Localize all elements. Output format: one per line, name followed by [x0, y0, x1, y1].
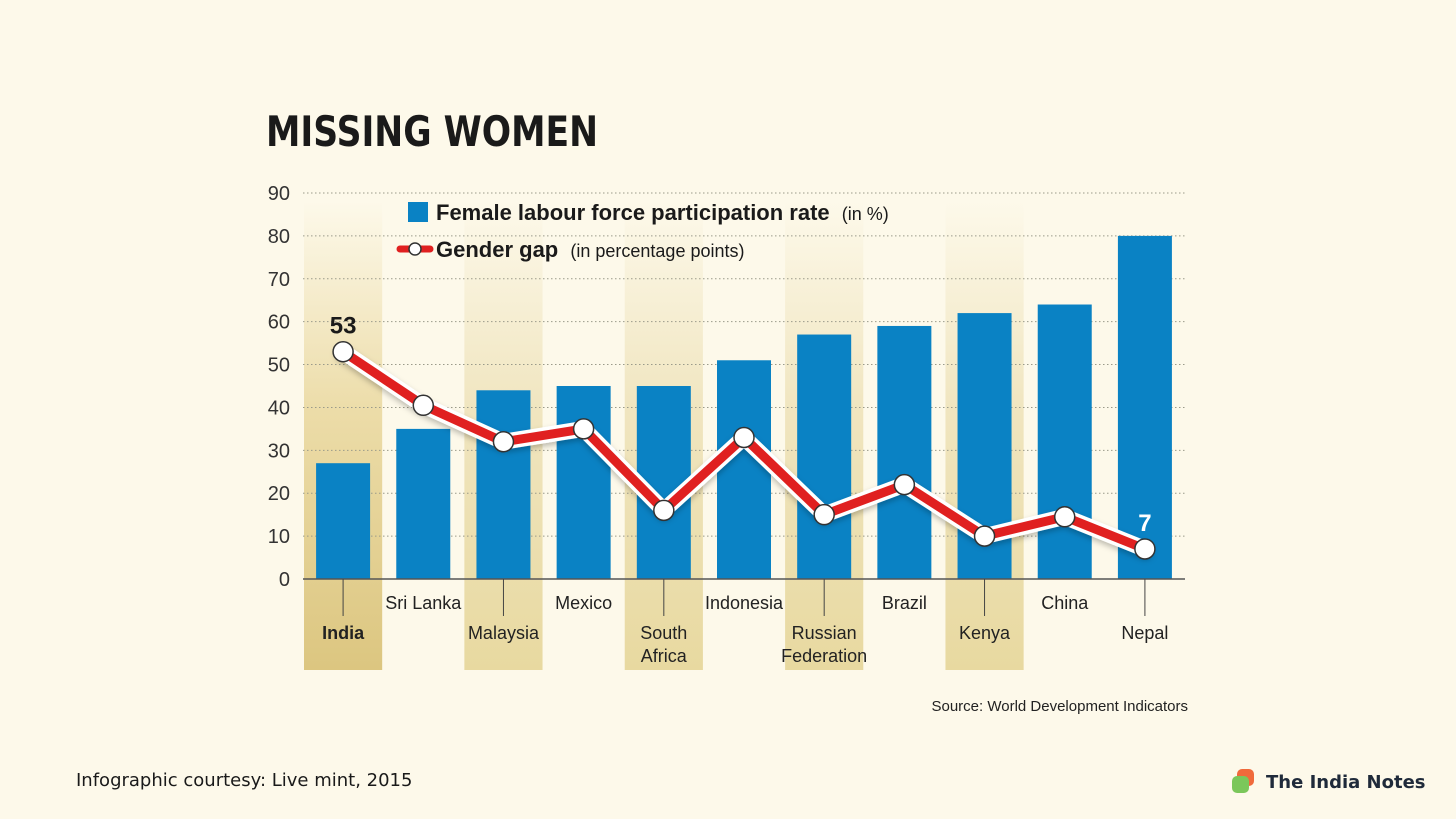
source-note: Source: World Development Indicators: [931, 698, 1188, 715]
category-label: India: [322, 623, 365, 643]
category-label: Sri Lanka: [385, 593, 462, 613]
category-labels: India Sri Lanka Malaysia Mexico South Africa I…: [322, 579, 1168, 666]
line-point: [813, 503, 835, 526]
category-label: Kenya: [959, 623, 1011, 643]
y-tick-label: 60: [268, 312, 290, 334]
y-tick-label: 30: [268, 440, 290, 462]
line-point: [572, 418, 595, 440]
svg-text:Female labour force participat: Female labour force participation rate (…: [436, 200, 889, 225]
bar: [316, 463, 371, 579]
bar: [1037, 304, 1092, 579]
category-label: South Africa: [640, 623, 688, 666]
category-label: Brazil: [882, 593, 927, 613]
brand-name: The India Notes: [1266, 771, 1426, 793]
line-point: [412, 394, 435, 417]
line-point: [653, 499, 675, 522]
data-label: 7: [1138, 510, 1151, 537]
legend-line-marker: [408, 242, 422, 256]
svg-text:Gender gap (in percentag: Gender gap (in percentage points): [436, 237, 744, 262]
legend-bar-suffix: (in %): [842, 204, 889, 224]
line-point: [332, 340, 354, 363]
y-axis-ticks: 0 10 20 30 40 50 60 70 80 90: [268, 183, 290, 591]
line-point: [492, 431, 515, 453]
legend-bar-swatch: [408, 202, 428, 222]
brand-logo-icon: [1232, 769, 1256, 795]
category-label: Malaysia: [468, 623, 540, 643]
bar: [797, 334, 852, 579]
legend: Female labour force participation rate (…: [396, 200, 889, 262]
legend-line-suffix: (in percentage points): [570, 241, 744, 261]
line-point: [973, 525, 996, 547]
line-point: [1134, 538, 1156, 560]
legend-line-name: Gender gap: [436, 237, 558, 262]
category-label: Mexico: [555, 593, 612, 613]
footer-credit: Infographic courtesy: Live mint, 2015: [76, 770, 413, 791]
legend-bar-name: Female labour force participation rate: [436, 200, 830, 225]
gender-gap-line: [332, 340, 1156, 560]
category-label: Nepal: [1121, 623, 1168, 643]
line-point: [733, 426, 755, 449]
bar: [476, 390, 531, 579]
y-tick-label: 70: [268, 269, 290, 291]
bar: [1117, 235, 1172, 579]
y-tick-label: 90: [268, 183, 290, 205]
y-tick-label: 20: [268, 483, 290, 505]
data-label: 53: [330, 313, 357, 340]
bar: [717, 360, 771, 579]
y-tick-label: 0: [279, 569, 290, 591]
y-tick-label: 80: [268, 226, 290, 248]
category-label: Indonesia: [705, 593, 784, 613]
chart-title: MISSING WOMEN: [266, 107, 598, 156]
category-label: China: [1041, 593, 1089, 613]
bar: [396, 428, 451, 579]
data-labels: 53 7: [330, 313, 1152, 537]
bar: [877, 325, 932, 579]
y-tick-label: 40: [268, 397, 290, 419]
category-label: Russian Federation: [781, 623, 867, 666]
line-point: [1053, 506, 1076, 528]
y-tick-label: 50: [268, 355, 290, 377]
y-tick-label: 10: [268, 526, 290, 548]
line-point: [893, 473, 916, 496]
bar: [556, 386, 611, 579]
brand[interactable]: The India Notes: [1232, 768, 1426, 796]
